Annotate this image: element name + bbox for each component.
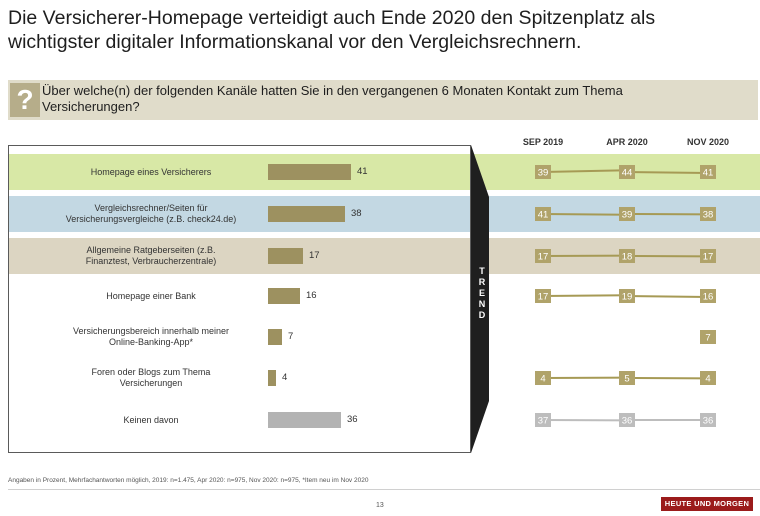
headline-line-2: wichtigster digitaler Informationskanal … <box>8 31 582 53</box>
category-label-line: Homepage eines Versicherers <box>90 166 212 177</box>
trend-point <box>535 289 551 303</box>
bar <box>268 206 345 222</box>
bar-value-label: 7 <box>288 331 294 342</box>
bar <box>268 288 300 304</box>
trend-value-label: 36 <box>703 416 714 427</box>
trend-value-label: 18 <box>622 252 633 263</box>
category-label: Homepage einer Bank <box>40 291 262 302</box>
trend-value-label: 37 <box>538 416 549 427</box>
trend-point <box>700 289 716 303</box>
trend-value-label: 17 <box>703 252 714 263</box>
category-label-line: Allgemeine Ratgeberseiten (z.B. <box>86 245 216 255</box>
trend-point <box>700 371 716 385</box>
trend-point <box>700 249 716 263</box>
trend-value-label: 7 <box>705 333 710 344</box>
trend-line <box>542 213 628 216</box>
trend-value-label: 39 <box>538 168 549 179</box>
trend-point <box>619 207 635 221</box>
trend-value-label: 17 <box>538 292 549 303</box>
headline: Die Versicherer-Homepage verteidigt auch… <box>8 6 748 54</box>
trend-line <box>626 295 709 299</box>
page-divider <box>8 489 760 490</box>
trend-point <box>619 413 635 427</box>
category-label-line: Vergleichsrechner/Seiten für <box>94 203 208 213</box>
category-label: Vergleichsrechner/Seiten für Versicherung… <box>40 203 262 225</box>
category-label: Keinen davon <box>40 415 262 426</box>
trend-letter: D <box>478 310 486 320</box>
category-label: Foren oder Blogs zum Thema Versicherungen <box>40 367 262 389</box>
question-bar: ? Über welche(n) der folgenden Kanäle ha… <box>8 80 758 120</box>
trend-point <box>700 165 716 179</box>
trend-value-label: 5 <box>624 374 629 385</box>
trend-value-label: 19 <box>622 292 633 303</box>
trend-arrow <box>471 145 489 453</box>
category-label-line: Versicherungen <box>119 378 183 388</box>
bar <box>268 370 276 386</box>
bar <box>268 412 341 428</box>
trend-value-label: 38 <box>703 210 714 221</box>
bar-value-label: 16 <box>306 290 317 301</box>
trend-point <box>700 207 716 221</box>
trend-point <box>700 413 716 427</box>
trend-value-label: 44 <box>622 168 633 179</box>
category-label: Versicherungsbereich innerhalb meiner Onl… <box>40 326 262 348</box>
category-label-line: Versicherungsvergleiche (z.B. check24.de… <box>65 214 237 224</box>
bar-value-label: 41 <box>357 166 368 177</box>
page-number: 13 <box>376 502 384 509</box>
trend-point <box>535 413 551 427</box>
headline-line-1: Die Versicherer-Homepage verteidigt auch… <box>8 7 656 29</box>
trend-line <box>542 294 628 297</box>
trend-point <box>619 165 635 179</box>
category-label-line: Versicherungsbereich innerhalb meiner <box>72 326 230 336</box>
category-label-line: Online-Banking-App* <box>108 337 194 347</box>
trend-value-label: 4 <box>540 374 545 385</box>
category-label-line: Keinen davon <box>123 414 179 425</box>
trend-value-label: 4 <box>705 374 710 385</box>
trend-point <box>535 371 551 385</box>
question-text: Über welche(n) der folgenden Kanäle hatt… <box>42 83 742 115</box>
trend-point <box>535 249 551 263</box>
trend-letter: E <box>478 288 485 298</box>
trend-point <box>535 207 551 221</box>
category-label: Homepage eines Versicherers <box>40 167 262 178</box>
trend-point <box>535 165 551 179</box>
question-line-1: Über welche(n) der folgenden Kanäle hatt… <box>42 83 623 98</box>
brand-logo: HEUTE UND MORGEN <box>661 497 753 511</box>
trend-point <box>700 330 716 344</box>
trend-column-header: NOV 2020 <box>686 137 730 147</box>
trend-letter: R <box>478 277 486 287</box>
trend-value-label: 17 <box>538 252 549 263</box>
trend-value-label: 36 <box>622 416 633 427</box>
trend-value-label: 39 <box>622 210 633 221</box>
trend-value-label: 16 <box>703 292 714 303</box>
trend-line <box>626 171 709 175</box>
question-line-2: Versicherungen? <box>42 99 140 114</box>
trend-value-label: 41 <box>538 210 549 221</box>
bar <box>268 248 303 264</box>
trend-letter: T <box>479 266 485 276</box>
bar-value-label: 17 <box>309 250 320 261</box>
trend-point <box>619 249 635 263</box>
bar-chart-panel <box>8 145 471 453</box>
trend-point <box>619 371 635 385</box>
trend-letter: N <box>478 299 486 309</box>
bar <box>268 329 282 345</box>
question-mark-icon: ? <box>10 83 40 117</box>
bar-value-label: 36 <box>347 414 358 425</box>
category-label-line: Foren oder Blogs zum Thema <box>91 367 211 377</box>
category-label-line: Homepage einer Bank <box>106 290 196 301</box>
bar <box>268 164 351 180</box>
bar-value-label: 4 <box>282 372 288 383</box>
trend-column-header: SEP 2019 <box>522 137 564 147</box>
bar-value-label: 38 <box>351 208 362 219</box>
trend-value-label: 41 <box>703 168 714 179</box>
footnote: Angaben in Prozent, Mehrfachantworten mö… <box>8 477 369 484</box>
trend-column-header: APR 2020 <box>606 137 648 147</box>
trend-point <box>619 289 635 303</box>
category-label: Allgemeine Ratgeberseiten (z.B. Finanztes… <box>40 245 262 267</box>
trend-line <box>542 169 628 173</box>
category-label-line: Finanztest, Verbraucherzentrale) <box>85 256 217 266</box>
